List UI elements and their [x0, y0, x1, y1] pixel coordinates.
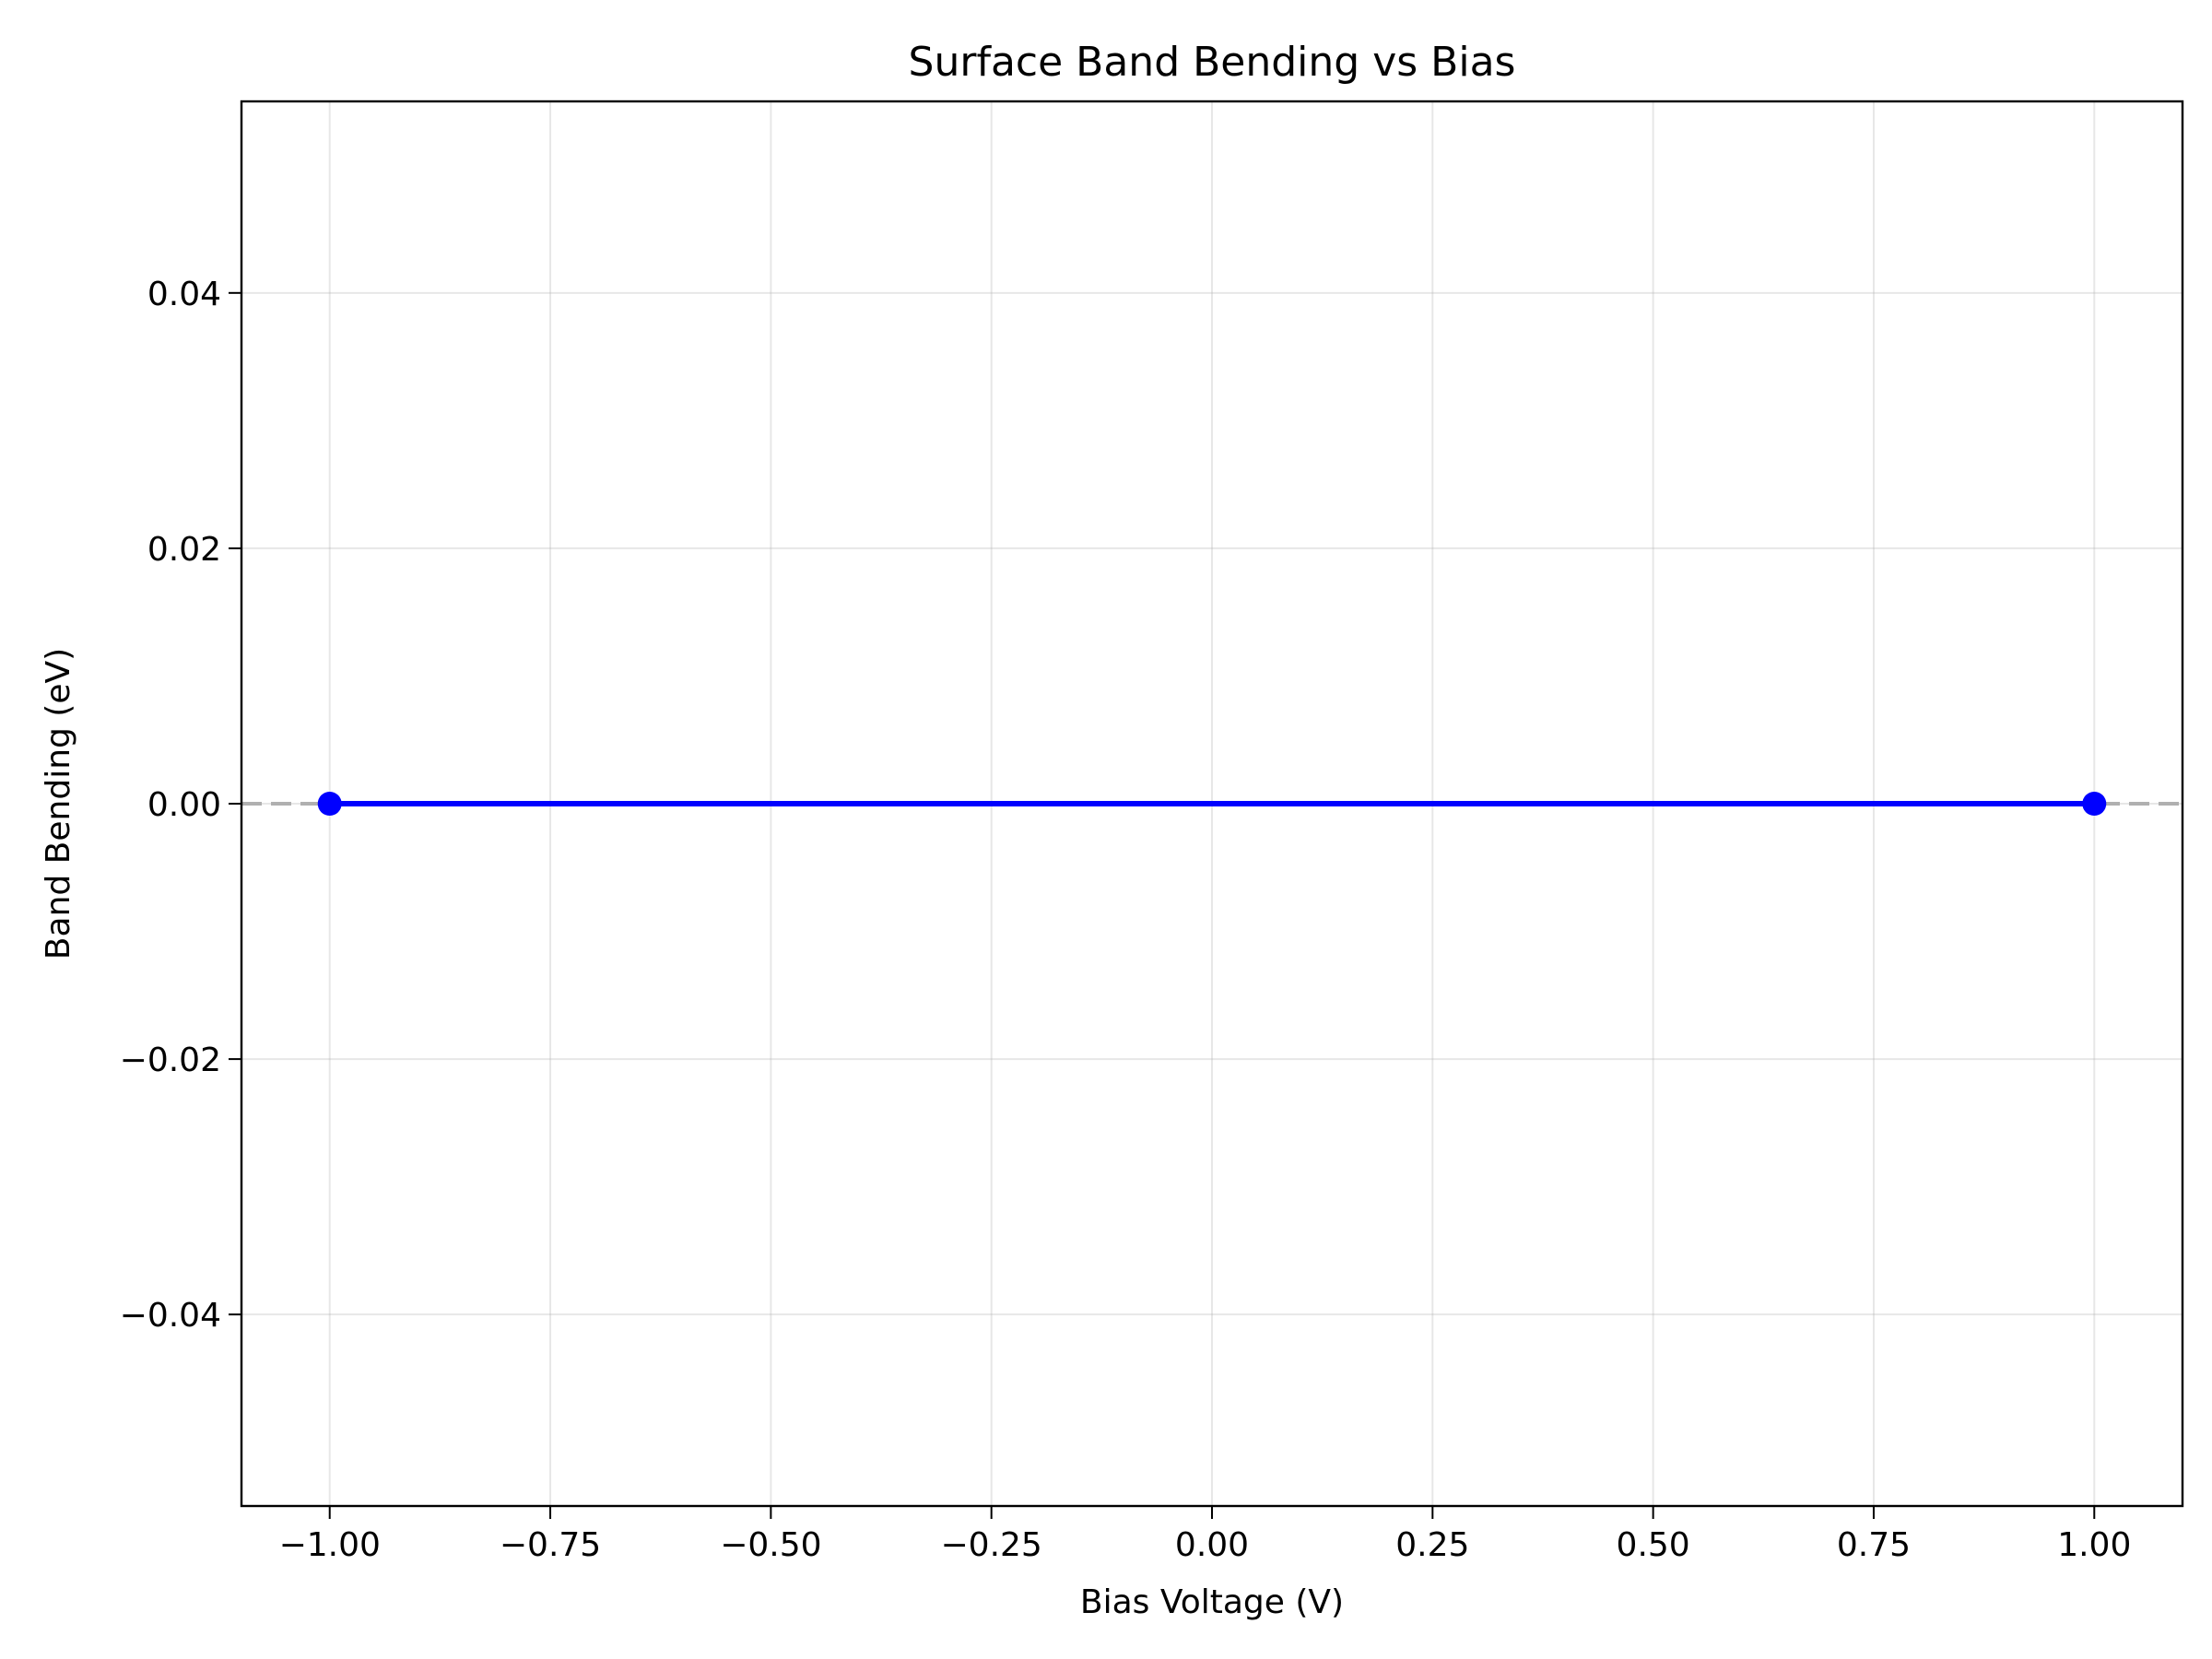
- x-tick-label: −0.50: [720, 1526, 821, 1564]
- chart-title: Surface Band Bending vs Bias: [909, 39, 1516, 86]
- y-tick-label: 0.00: [147, 786, 221, 824]
- data-point: [2082, 792, 2107, 816]
- y-tick-label: 0.02: [147, 531, 221, 569]
- x-axis-ticks: −1.00 −0.75 −0.50 −0.25 0.00 0.25 0.50 0.75 1.00: [279, 1506, 2131, 1564]
- y-tick-label: −0.04: [120, 1297, 221, 1335]
- x-tick-label: −0.25: [941, 1526, 1042, 1564]
- x-tick-label: −0.75: [500, 1526, 601, 1564]
- x-tick-label: 0.75: [1837, 1526, 1911, 1564]
- data-point: [317, 792, 342, 816]
- x-axis-label: Bias Voltage (V): [1080, 1583, 1344, 1621]
- series-layer: [317, 792, 2107, 816]
- x-tick-label: 0.50: [1617, 1526, 1690, 1564]
- y-axis-label: Band Bending (eV): [40, 648, 77, 959]
- x-tick-label: 0.25: [1395, 1526, 1469, 1564]
- x-tick-label: −1.00: [279, 1526, 381, 1564]
- y-tick-label: 0.04: [147, 276, 221, 313]
- x-tick-label: 1.00: [2057, 1526, 2131, 1564]
- y-tick-label: −0.02: [120, 1041, 221, 1079]
- y-axis-ticks: −0.04 −0.02 0.00 0.02 0.04: [120, 276, 241, 1335]
- x-tick-label: 0.00: [1175, 1526, 1249, 1564]
